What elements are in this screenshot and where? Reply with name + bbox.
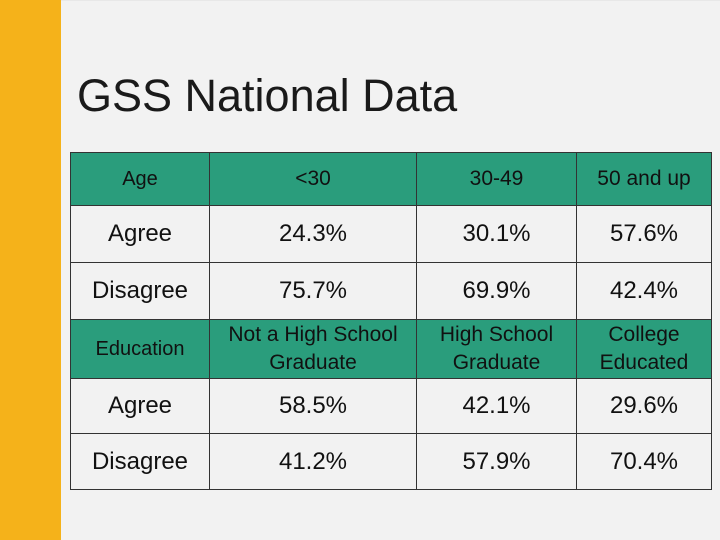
- age-column-header: 50 and up: [576, 152, 712, 206]
- header-line: Graduate: [452, 351, 541, 374]
- table-cell: 30.1%: [416, 205, 577, 263]
- row-label-agree: Agree: [70, 205, 210, 263]
- table-cell: 29.6%: [576, 378, 712, 434]
- table-cell: 75.7%: [209, 262, 417, 320]
- header-line: High School: [439, 323, 554, 346]
- header-line: Graduate: [269, 351, 357, 374]
- table-row: Agree 24.3% 30.1% 57.6%: [70, 205, 712, 263]
- table-row: Disagree 75.7% 69.9% 42.4%: [70, 262, 712, 320]
- education-column-header: High School Graduate: [416, 319, 577, 379]
- row-label-disagree: Disagree: [70, 262, 210, 320]
- title-divider: [61, 0, 720, 1]
- table-cell: 42.1%: [416, 378, 577, 434]
- header-line: Educated: [599, 351, 689, 374]
- age-category-label: Age: [70, 152, 210, 206]
- table-cell: 57.9%: [416, 433, 577, 490]
- row-label-disagree: Disagree: [70, 433, 210, 490]
- gss-data-table: Age <30 30-49 50 and up Agree 24.3% 30.1…: [70, 152, 712, 490]
- row-label-agree: Agree: [70, 378, 210, 434]
- table-row: Disagree 41.2% 57.9% 70.4%: [70, 433, 712, 490]
- header-line: Not a High School: [228, 323, 398, 346]
- table-row: Agree 58.5% 42.1% 29.6%: [70, 378, 712, 434]
- age-header-row: Age <30 30-49 50 and up: [70, 152, 712, 206]
- table-cell: 69.9%: [416, 262, 577, 320]
- education-category-label: Education: [70, 319, 210, 379]
- table-cell: 58.5%: [209, 378, 417, 434]
- age-column-header: 30-49: [416, 152, 577, 206]
- table-cell: 42.4%: [576, 262, 712, 320]
- age-column-header: <30: [209, 152, 417, 206]
- slide-title: GSS National Data: [77, 70, 458, 121]
- table-cell: 41.2%: [209, 433, 417, 490]
- table-cell: 70.4%: [576, 433, 712, 490]
- header-line: College: [608, 323, 680, 346]
- education-header-row: Education Not a High School Graduate Hig…: [70, 319, 712, 379]
- accent-bar: [0, 0, 61, 540]
- table-cell: 24.3%: [209, 205, 417, 263]
- education-column-header: Not a High School Graduate: [209, 319, 417, 379]
- table-cell: 57.6%: [576, 205, 712, 263]
- education-column-header: College Educated: [576, 319, 712, 379]
